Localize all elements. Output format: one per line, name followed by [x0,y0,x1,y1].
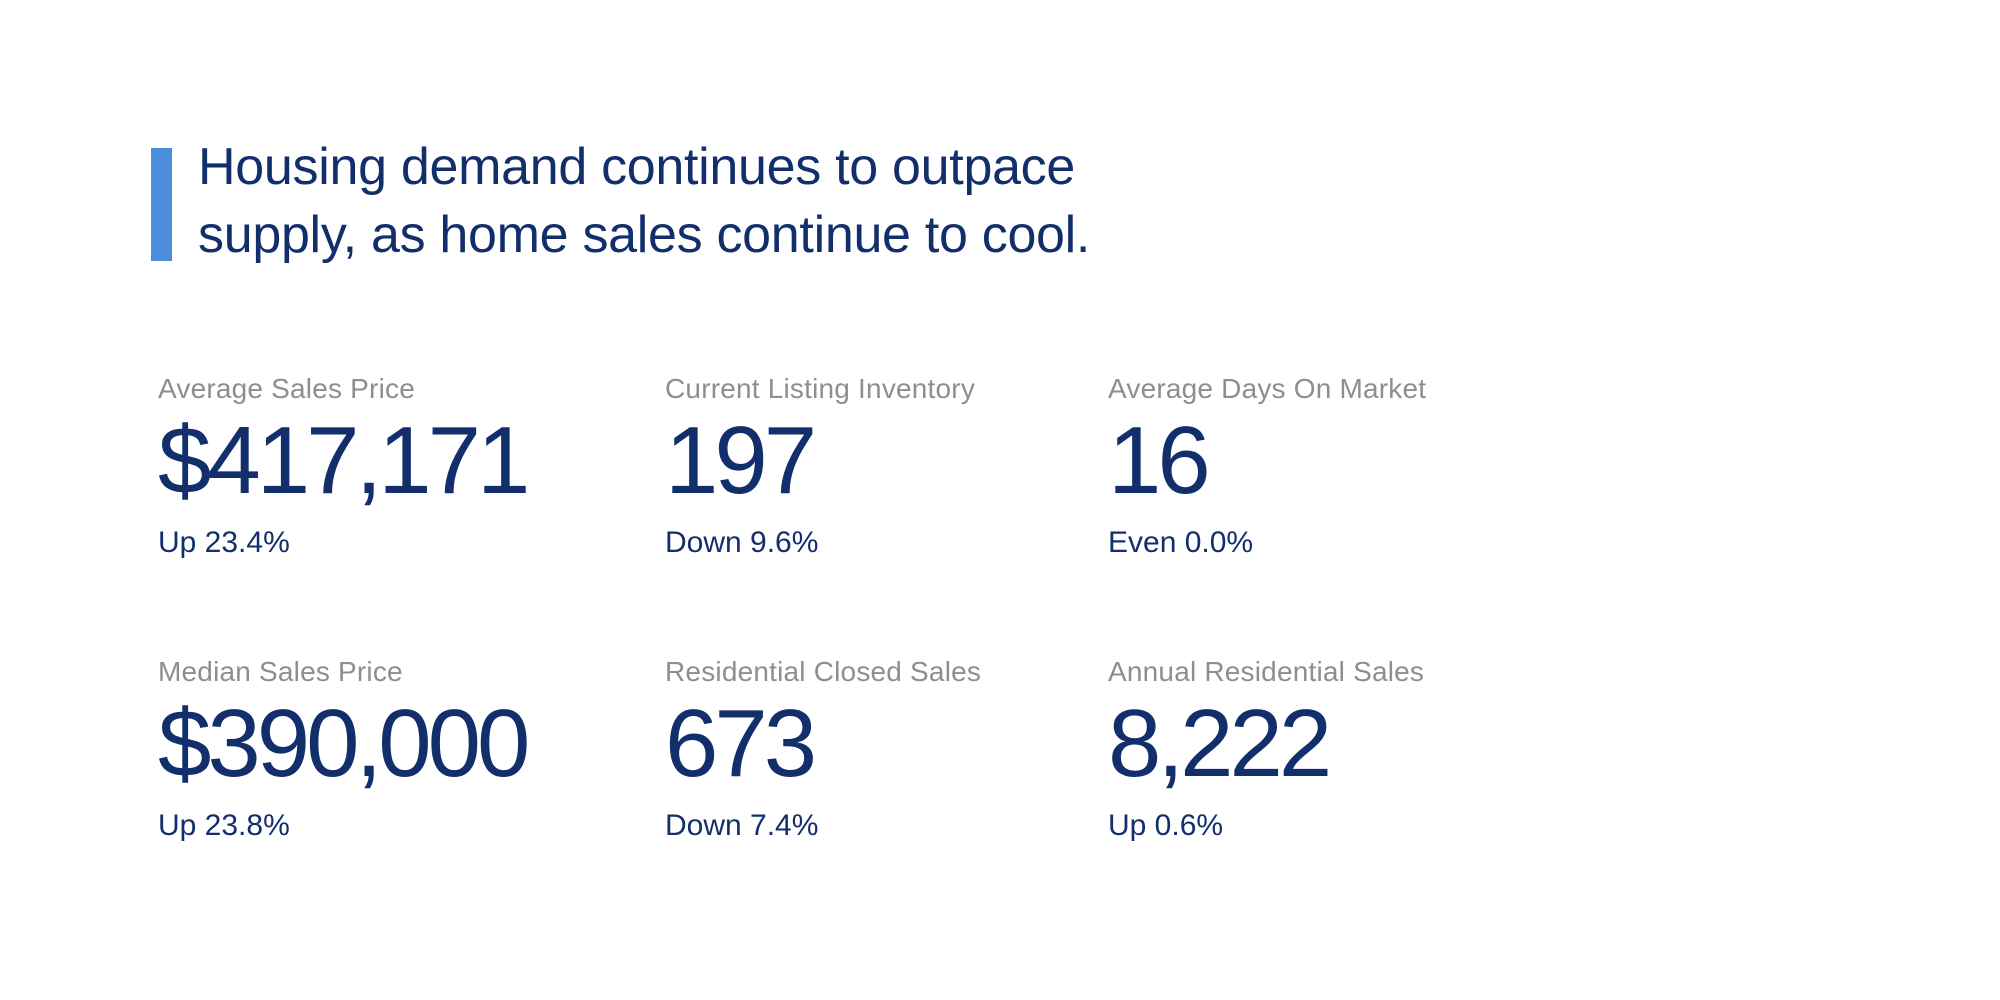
headline-text: Housing demand continues to outpace supp… [198,133,1090,269]
stat-change: Up 0.6% [1108,809,1224,842]
stats-grid: Average Sales Price $417,171 Up 23.4% Cu… [158,372,1588,844]
stat-value: 673 [665,690,817,797]
stat-card-residential-closed-sales: Residential Closed Sales 673 Down 7.4% [665,655,1108,844]
stat-card-average-days-on-market: Average Days On Market 16 Even 0.0% [1108,372,1588,561]
stat-value: $390,000 [158,690,530,797]
stat-value: 197 [665,407,817,514]
stat-change: Even 0.0% [1108,526,1254,559]
headline-line-2: supply, as home sales continue to cool. [198,206,1091,264]
stat-change: Down 9.6% [665,526,819,559]
stat-card-annual-residential-sales: Annual Residential Sales 8,222 Up 0.6% [1108,655,1588,844]
headline-line-1: Housing demand continues to outpace [198,138,1076,196]
stat-card-median-sales-price: Median Sales Price $390,000 Up 23.8% [158,655,665,844]
stat-label: Average Days On Market [1108,373,1427,404]
stat-label: Current Listing Inventory [665,373,976,404]
headline-accent-bar [151,148,172,261]
stat-value: 8,222 [1108,690,1332,797]
headline: Housing demand continues to outpace supp… [151,133,1090,269]
stat-card-average-sales-price: Average Sales Price $417,171 Up 23.4% [158,372,665,561]
stat-value: 16 [1108,407,1211,514]
stat-value: $417,171 [158,407,530,514]
stat-label: Residential Closed Sales [665,656,982,687]
stat-label: Annual Residential Sales [1108,656,1425,687]
stat-label: Median Sales Price [158,656,403,687]
stat-label: Average Sales Price [158,373,415,404]
stat-card-current-listing-inventory: Current Listing Inventory 197 Down 9.6% [665,372,1108,561]
stat-change: Down 7.4% [665,809,819,842]
stat-change: Up 23.8% [158,809,290,842]
stat-change: Up 23.4% [158,526,290,559]
